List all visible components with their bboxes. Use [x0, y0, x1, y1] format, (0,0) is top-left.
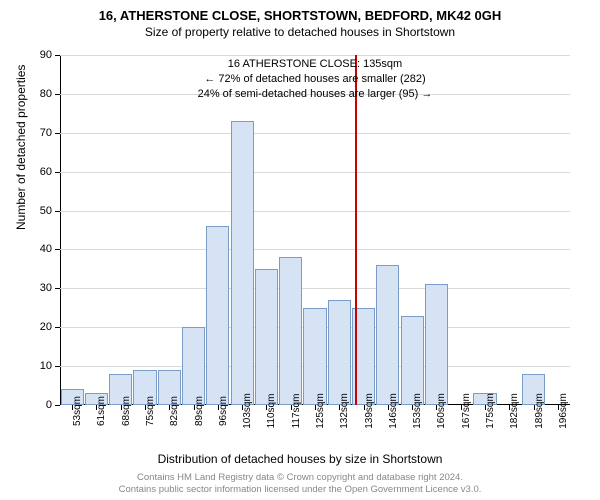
footer-line2: Contains public sector information licen…: [0, 484, 600, 496]
y-tick-label: 80: [40, 88, 52, 100]
y-tick: [55, 55, 60, 56]
x-tick-label: 175sqm: [485, 393, 496, 429]
x-tick-label: 153sqm: [412, 393, 423, 429]
grid-line: [60, 288, 570, 289]
y-tick-label: 30: [40, 282, 52, 294]
y-tick: [55, 288, 60, 289]
grid-line: [60, 133, 570, 134]
x-axis-title: Distribution of detached houses by size …: [0, 452, 600, 466]
y-tick-label: 40: [40, 243, 52, 255]
chart-title-sub: Size of property relative to detached ho…: [0, 23, 600, 39]
x-tick-label: 167sqm: [461, 393, 472, 429]
y-tick-label: 70: [40, 127, 52, 139]
y-tick-label: 20: [40, 321, 52, 333]
x-tick-label: 103sqm: [242, 393, 253, 429]
bar: [376, 265, 399, 405]
x-tick-label: 61sqm: [96, 396, 107, 426]
chart-container: 16, ATHERSTONE CLOSE, SHORTSTOWN, BEDFOR…: [0, 0, 600, 500]
y-tick-label: 60: [40, 166, 52, 178]
bar: [182, 327, 205, 405]
y-tick: [55, 172, 60, 173]
y-tick-label: 0: [46, 399, 52, 411]
x-tick-label: 75sqm: [145, 396, 156, 426]
x-tick-label: 196sqm: [558, 393, 569, 429]
x-tick-label: 146sqm: [388, 393, 399, 429]
annotation-box: 16 ATHERSTONE CLOSE: 135sqm← 72% of deta…: [198, 57, 433, 102]
y-tick: [55, 94, 60, 95]
y-tick: [55, 366, 60, 367]
x-tick-label: 68sqm: [121, 396, 132, 426]
annotation-line3: 24% of semi-detached houses are larger (…: [198, 87, 433, 102]
annotation-line1: 16 ATHERSTONE CLOSE: 135sqm: [198, 57, 433, 72]
y-tick-label: 50: [40, 205, 52, 217]
chart-title-main: 16, ATHERSTONE CLOSE, SHORTSTOWN, BEDFOR…: [0, 0, 600, 23]
bar: [255, 269, 278, 405]
y-axis: [60, 55, 61, 405]
y-tick: [55, 327, 60, 328]
bar: [328, 300, 351, 405]
footer-line1: Contains HM Land Registry data © Crown c…: [0, 472, 600, 484]
reference-line: [355, 55, 357, 405]
y-tick: [55, 211, 60, 212]
y-tick: [55, 405, 60, 406]
y-axis-title: Number of detached properties: [14, 65, 28, 230]
annotation-line2: ← 72% of detached houses are smaller (28…: [198, 72, 433, 87]
x-tick-label: 125sqm: [315, 393, 326, 429]
grid-line: [60, 249, 570, 250]
x-tick-label: 139sqm: [364, 393, 375, 429]
y-tick-label: 90: [40, 49, 52, 61]
x-tick-label: 82sqm: [169, 396, 180, 426]
bar: [279, 257, 302, 405]
bar: [231, 121, 254, 405]
grid-line: [60, 55, 570, 56]
x-tick-label: 53sqm: [72, 396, 83, 426]
x-tick-label: 160sqm: [436, 393, 447, 429]
x-tick-label: 89sqm: [194, 396, 205, 426]
grid-line: [60, 211, 570, 212]
bar: [401, 316, 424, 405]
y-tick: [55, 249, 60, 250]
x-tick-label: 110sqm: [266, 394, 277, 429]
plot-area: 010203040506070809053sqm61sqm68sqm75sqm8…: [60, 55, 570, 405]
x-tick-label: 182sqm: [509, 393, 520, 429]
y-tick: [55, 133, 60, 134]
y-tick-label: 10: [40, 360, 52, 372]
x-tick-label: 96sqm: [218, 396, 229, 426]
footer: Contains HM Land Registry data © Crown c…: [0, 472, 600, 496]
bar: [425, 284, 448, 405]
bar: [303, 308, 326, 405]
x-tick-label: 117sqm: [291, 394, 302, 429]
bar: [206, 226, 229, 405]
grid-line: [60, 172, 570, 173]
x-tick-label: 132sqm: [339, 393, 350, 429]
x-tick-label: 189sqm: [534, 393, 545, 429]
